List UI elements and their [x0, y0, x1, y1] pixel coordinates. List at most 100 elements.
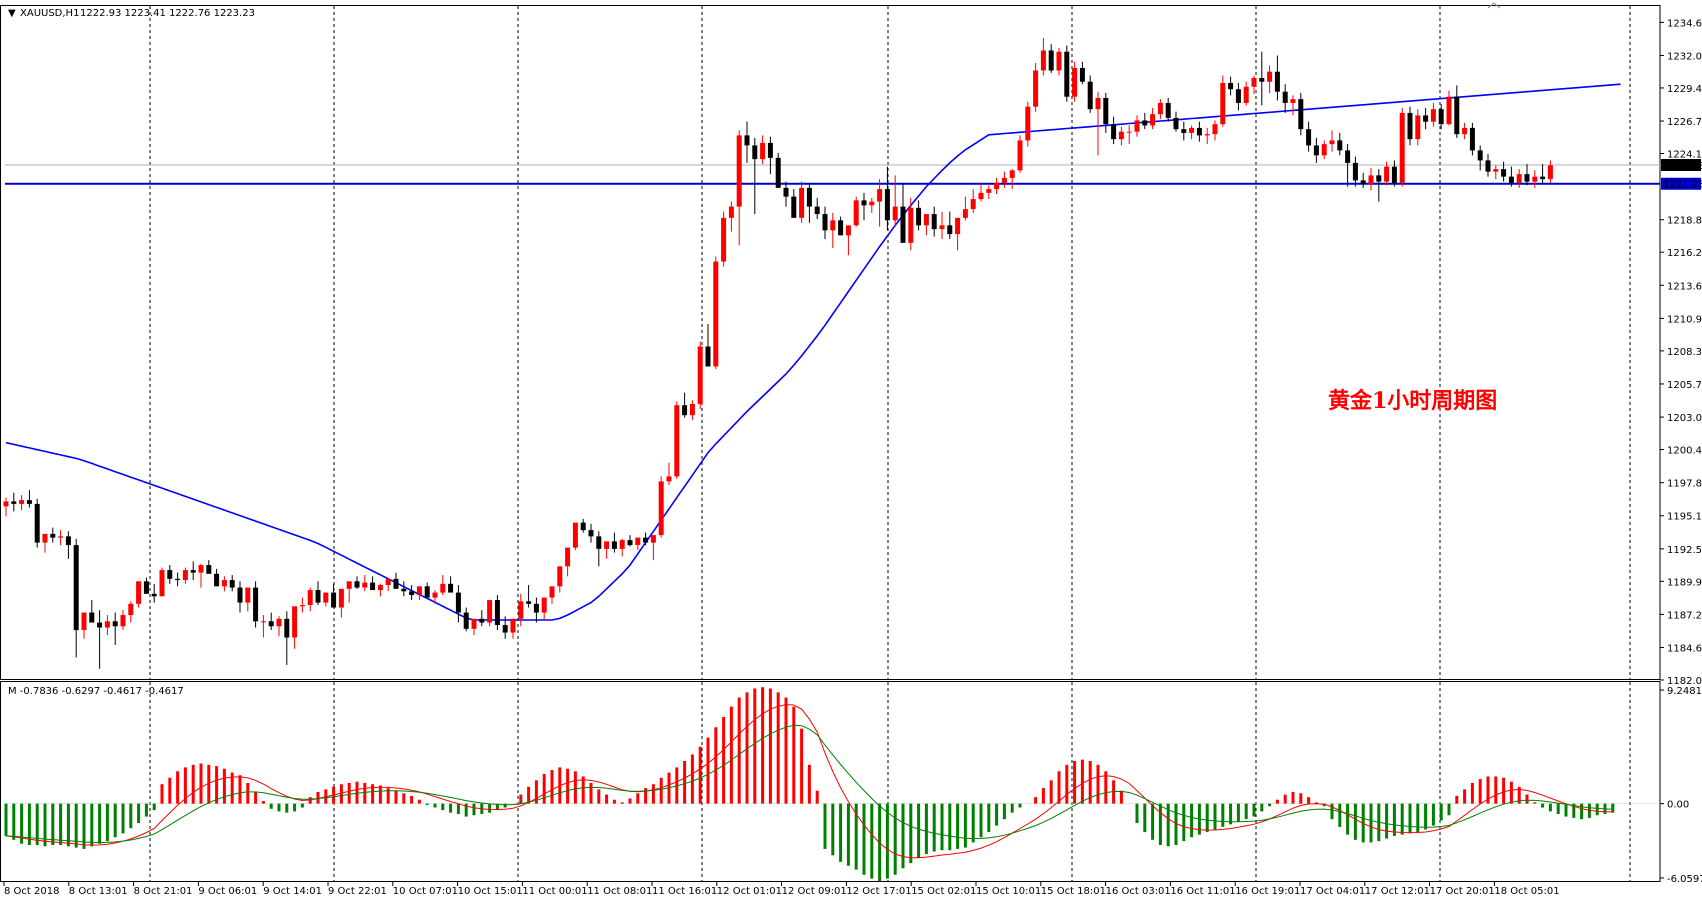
- candle: [120, 610, 126, 631]
- candle-body: [923, 214, 929, 226]
- x-tick-label: 16 Oct 11:01: [1170, 886, 1235, 897]
- candle: [1079, 61, 1085, 85]
- symbol-label: XAUUSD,H1: [20, 8, 79, 19]
- candle-body: [370, 582, 376, 591]
- candle: [1516, 169, 1522, 188]
- y-tick-label: 1234.65: [1667, 18, 1702, 29]
- candle-body: [1313, 145, 1319, 156]
- candle: [1493, 165, 1499, 180]
- candle-body: [962, 209, 968, 218]
- candle: [424, 582, 430, 598]
- indicator-label: M -0.7836 -0.6297 -0.4617 -0.4617: [8, 686, 184, 697]
- candle-body: [580, 522, 586, 531]
- candle-body: [689, 403, 695, 416]
- candle: [650, 535, 656, 561]
- candle: [939, 211, 945, 240]
- candle-body: [1087, 81, 1093, 110]
- candle: [1532, 170, 1538, 188]
- candle-body: [752, 145, 758, 160]
- candle: [370, 576, 376, 591]
- candle: [791, 189, 797, 218]
- candle: [1352, 156, 1358, 187]
- candle: [323, 592, 329, 607]
- candle: [432, 590, 438, 604]
- header-triangle-icon[interactable]: ▼: [8, 8, 16, 19]
- candle-body: [1345, 150, 1351, 163]
- candle-body: [1204, 134, 1210, 136]
- candle-body: [713, 261, 719, 367]
- y-tick-label: 1205.70: [1667, 380, 1702, 391]
- candle-body: [276, 618, 282, 627]
- x-tick-label: 8 Oct 2018: [4, 886, 59, 897]
- candle: [1189, 125, 1195, 140]
- candle-body: [1212, 124, 1218, 135]
- x-tick-label: 9 Oct 06:01: [198, 886, 257, 897]
- x-tick-label: 8 Oct 13:01: [69, 886, 128, 897]
- candle: [3, 497, 9, 517]
- candle-body: [206, 565, 212, 574]
- candle-body: [705, 346, 711, 367]
- candle-body: [58, 536, 64, 538]
- macd-layer: [4, 687, 1660, 882]
- support-price-label: 1221.73: [1663, 180, 1702, 191]
- candle: [635, 537, 641, 551]
- candle: [596, 531, 602, 567]
- candle-body: [970, 199, 976, 210]
- candle-body: [611, 541, 617, 549]
- candle-body: [494, 600, 500, 626]
- candle: [1274, 55, 1280, 101]
- candle-body: [588, 530, 594, 537]
- candle: [253, 581, 259, 628]
- candle-layer: [3, 37, 1553, 669]
- candle: [1282, 84, 1288, 113]
- candle: [393, 572, 399, 589]
- candle: [128, 601, 134, 623]
- candle: [783, 181, 789, 207]
- candle-body: [1220, 82, 1226, 125]
- candle: [268, 612, 274, 631]
- candle: [822, 206, 828, 240]
- candle-body: [1352, 162, 1358, 181]
- candle: [1446, 90, 1452, 126]
- candle-body: [1477, 150, 1483, 161]
- candle: [136, 581, 142, 608]
- candle: [1306, 121, 1312, 152]
- candle-body: [1384, 166, 1390, 182]
- candle: [487, 600, 493, 627]
- axis-layer: 8 Oct 2018 8 Oct 13:01 8 Oct 21:01 9 Oct 06…: [3, 2, 1702, 897]
- candle: [986, 185, 992, 200]
- candle: [970, 189, 976, 213]
- candle-body: [541, 597, 547, 613]
- x-tick-label: 12 Oct 01:01: [717, 886, 782, 897]
- candle-body: [1282, 91, 1288, 103]
- candle-body: [1524, 174, 1530, 182]
- x-tick-label: 15 Oct 18:01: [1041, 886, 1106, 897]
- candle: [104, 615, 110, 636]
- candle-body: [1040, 50, 1046, 71]
- candle: [1376, 169, 1382, 202]
- candle: [448, 576, 454, 593]
- candle: [151, 583, 157, 603]
- candle-body: [853, 200, 859, 226]
- candle-body: [424, 586, 430, 598]
- x-tick-label: 11 Oct 16:01: [652, 886, 717, 897]
- candle-body: [791, 196, 797, 218]
- candle-body: [463, 612, 469, 629]
- candle-body: [3, 501, 9, 507]
- candle-body: [884, 189, 890, 221]
- candle-body: [572, 522, 578, 548]
- candle-body: [1134, 120, 1140, 132]
- grid-layer: [0, 5, 1661, 882]
- candle: [588, 523, 594, 543]
- candle: [1462, 122, 1468, 140]
- y-tick-label: 1232.00: [1667, 51, 1702, 62]
- candle-body: [136, 581, 142, 604]
- candle: [510, 618, 516, 639]
- candle-body: [1009, 170, 1015, 178]
- candle-body: [260, 621, 266, 623]
- candle-body: [393, 578, 399, 589]
- candle: [845, 225, 851, 256]
- candle: [1235, 82, 1241, 111]
